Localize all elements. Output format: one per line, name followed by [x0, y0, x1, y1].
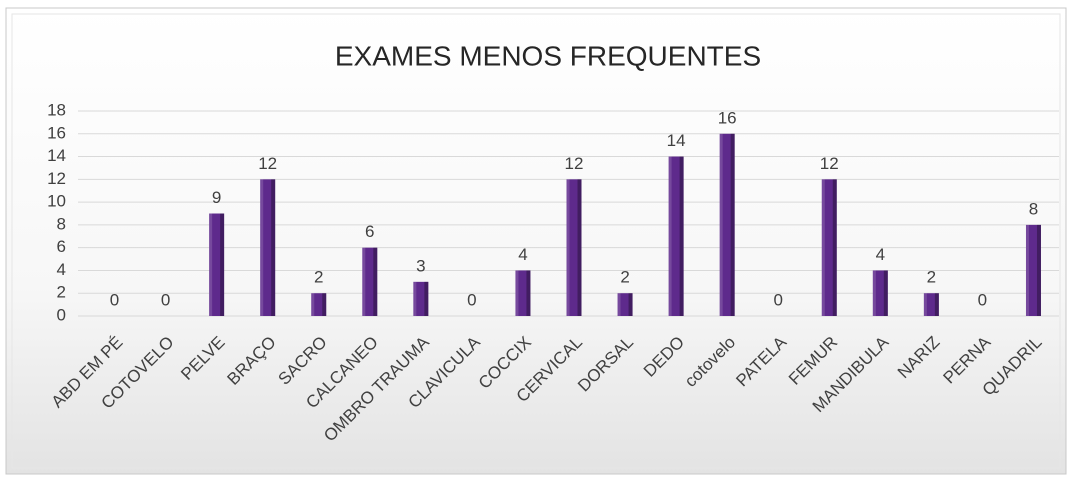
chart-frame [5, 7, 1067, 475]
data-label: 12 [565, 154, 584, 173]
bar [668, 156, 684, 316]
bar-shade [220, 213, 225, 316]
data-label: 3 [416, 256, 425, 275]
y-tick-label: 2 [57, 283, 66, 302]
bar [311, 293, 327, 316]
data-label: 2 [314, 268, 323, 287]
data-label: 8 [1029, 199, 1038, 218]
bar [209, 213, 225, 316]
data-label: 2 [620, 268, 629, 287]
bar [719, 133, 735, 316]
bar [413, 281, 429, 316]
bar-shade [271, 179, 276, 316]
bar [617, 293, 633, 316]
bar-highlight [260, 179, 264, 316]
bar-highlight [1025, 224, 1029, 316]
y-tick-label: 18 [47, 100, 66, 119]
y-tick-label: 4 [57, 260, 66, 279]
bar-shade [322, 293, 327, 316]
data-label: 12 [258, 154, 277, 173]
bar-shade [577, 179, 582, 316]
bar [515, 270, 531, 316]
data-label: 9 [212, 188, 221, 207]
y-tick-label: 12 [47, 169, 66, 188]
bar-highlight [209, 213, 213, 316]
bar-highlight [311, 293, 315, 316]
data-label: 0 [110, 290, 119, 309]
bar [566, 179, 582, 316]
bar-shade [373, 247, 378, 316]
bar [362, 247, 378, 316]
y-tick-label: 0 [57, 305, 66, 324]
data-label: 0 [978, 290, 987, 309]
data-label: 0 [773, 290, 782, 309]
data-label: 14 [667, 131, 686, 150]
bar-highlight [617, 293, 621, 316]
y-tick-label: 10 [47, 192, 66, 211]
bar [821, 179, 837, 316]
bar-highlight [566, 179, 570, 316]
bar-highlight [821, 179, 825, 316]
bar-highlight [515, 270, 519, 316]
bar-shade [832, 179, 837, 316]
bar-highlight [413, 281, 417, 316]
bar-highlight [668, 156, 672, 316]
data-label: 4 [876, 245, 885, 264]
data-label: 6 [365, 222, 374, 241]
bar [260, 179, 276, 316]
bar-shade [628, 293, 633, 316]
y-tick-label: 8 [57, 214, 66, 233]
data-label: 0 [161, 290, 170, 309]
data-label: 12 [820, 154, 839, 173]
data-label: 2 [927, 268, 936, 287]
bar-highlight [872, 270, 876, 316]
y-tick-label: 6 [57, 237, 66, 256]
bar-highlight [719, 133, 723, 316]
bar-shade [1036, 224, 1041, 316]
y-tick-label: 14 [47, 146, 66, 165]
bar-shade [679, 156, 684, 316]
bar-highlight [923, 293, 927, 316]
chart-inner-frame [11, 13, 1061, 469]
bar-shade [526, 270, 531, 316]
data-label: 0 [467, 290, 476, 309]
bar-shade [424, 281, 429, 316]
y-tick-label: 16 [47, 123, 66, 142]
bar [1025, 224, 1041, 316]
bar-shade [883, 270, 888, 316]
bar-highlight [362, 247, 366, 316]
data-label: 16 [718, 108, 737, 127]
bar-shade [730, 133, 735, 316]
chart-title: EXAMES MENOS FREQUENTES [335, 40, 761, 71]
bar [872, 270, 888, 316]
data-label: 4 [518, 245, 527, 264]
bar-shade [934, 293, 939, 316]
bar [923, 293, 939, 316]
